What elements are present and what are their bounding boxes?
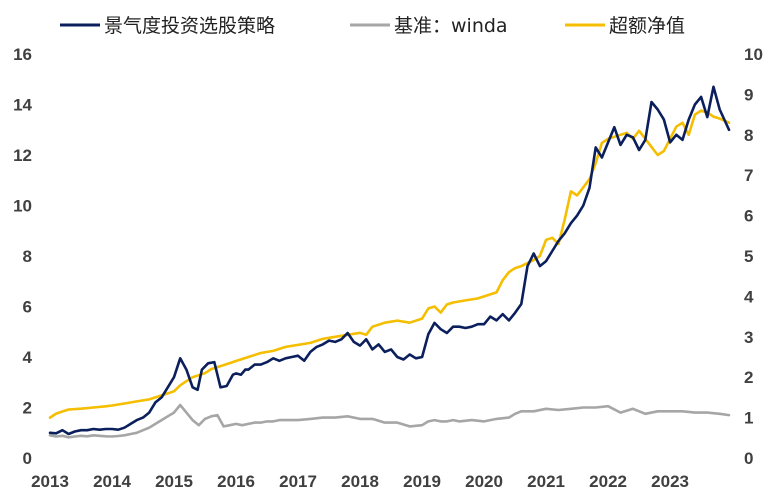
right-axis-tick-label: 5 <box>744 247 753 266</box>
legend-item-strategy[interactable]: 景气度投资选股策略 <box>60 15 275 37</box>
x-axis-tick-label: 2023 <box>651 472 689 491</box>
left-axis-tick-label: 14 <box>13 96 32 115</box>
right-axis-tick-label: 6 <box>744 207 753 226</box>
legend: 景气度投资选股策略 基准：winda 超额净值 <box>60 15 685 37</box>
x-axis-tick-label: 2019 <box>403 472 441 491</box>
x-axis-tick-label: 2013 <box>31 472 69 491</box>
legend-item-excess[interactable]: 超额净值 <box>565 15 685 37</box>
left-axis-tick-label: 0 <box>23 449 32 468</box>
plot-area <box>48 85 731 439</box>
series-line-benchmark <box>48 403 731 439</box>
right-axis-tick-label: 1 <box>744 409 753 428</box>
left-axis-tick-label: 6 <box>23 298 32 317</box>
x-axis-tick-label: 2017 <box>279 472 317 491</box>
left-axis-tick-label: 2 <box>23 399 32 418</box>
x-axis-tick-label: 2021 <box>527 472 565 491</box>
legend-label-benchmark: 基准：winda <box>394 15 508 37</box>
legend-label-strategy: 景气度投资选股策略 <box>104 15 275 37</box>
left-axis-tick-label: 12 <box>13 146 32 165</box>
x-axis-tick-label: 2014 <box>93 472 131 491</box>
right-axis-tick-label: 7 <box>744 166 753 185</box>
right-axis-tick-label: 8 <box>744 126 753 145</box>
series-line-strategy <box>48 85 731 436</box>
left-axis-tick-label: 10 <box>13 197 32 216</box>
x-axis-tick-label: 2018 <box>341 472 379 491</box>
x-axis-tick-label: 2016 <box>217 472 255 491</box>
left-axis-tick-label: 16 <box>13 45 32 64</box>
right-axis-tick-label: 4 <box>744 287 754 306</box>
left-axis-tick-label: 4 <box>23 348 33 367</box>
left-axis: 0 2 4 6 8 10 12 14 16 <box>13 45 32 468</box>
right-axis-tick-label: 9 <box>744 85 753 104</box>
right-axis-tick-label: 0 <box>744 449 753 468</box>
x-axis-tick-label: 2015 <box>155 472 193 491</box>
legend-item-benchmark[interactable]: 基准：winda <box>350 15 508 37</box>
x-axis: 2013 2014 2015 2016 2017 2018 2019 2020 2021 2022… <box>31 472 689 491</box>
x-axis-tick-label: 2022 <box>589 472 627 491</box>
right-axis-tick-label: 10 <box>744 45 763 64</box>
left-axis-tick-label: 8 <box>23 247 32 266</box>
x-axis-tick-label: 2020 <box>465 472 503 491</box>
right-axis-tick-label: 3 <box>744 328 753 347</box>
right-axis: 0 1 2 3 4 5 6 7 8 9 10 <box>744 45 763 468</box>
series-line-excess <box>48 109 731 419</box>
legend-label-excess: 超额净值 <box>609 15 685 37</box>
right-axis-tick-label: 2 <box>744 368 753 387</box>
